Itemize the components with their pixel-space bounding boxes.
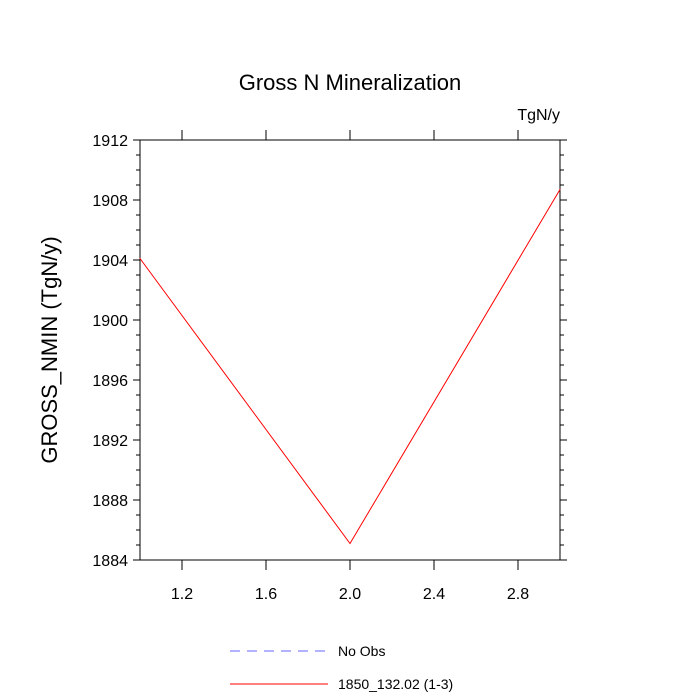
legend-label: 1850_132.02 (1-3) bbox=[338, 676, 453, 692]
units-label: TgN/y bbox=[517, 107, 560, 124]
x-tick-label: 1.6 bbox=[255, 586, 277, 603]
data-point bbox=[559, 189, 561, 190]
legend-label: No Obs bbox=[338, 643, 385, 659]
plot-frame bbox=[139, 139, 561, 561]
y-tick-label: 1896 bbox=[92, 373, 128, 390]
y-tick-label: 1904 bbox=[92, 253, 128, 270]
series-line bbox=[139, 189, 561, 545]
data-point bbox=[139, 258, 141, 259]
y-tick-label: 1884 bbox=[92, 553, 128, 570]
y-tick-label: 1900 bbox=[92, 313, 128, 330]
x-tick-label: 2.4 bbox=[423, 586, 445, 603]
y-axis-label: GROSS_NMIN (TgN/y) bbox=[37, 236, 62, 463]
x-tick-label: 1.2 bbox=[171, 586, 193, 603]
chart-title: Gross N Mineralization bbox=[238, 70, 462, 95]
y-tick-label: 1888 bbox=[92, 493, 128, 510]
data-point bbox=[349, 543, 351, 544]
x-tick-label: 2.0 bbox=[339, 586, 361, 603]
y-tick-label: 1892 bbox=[92, 433, 128, 450]
y-tick-label: 1908 bbox=[92, 193, 128, 210]
y-tick-label: 1912 bbox=[92, 133, 128, 150]
x-tick-label: 2.8 bbox=[507, 586, 529, 603]
